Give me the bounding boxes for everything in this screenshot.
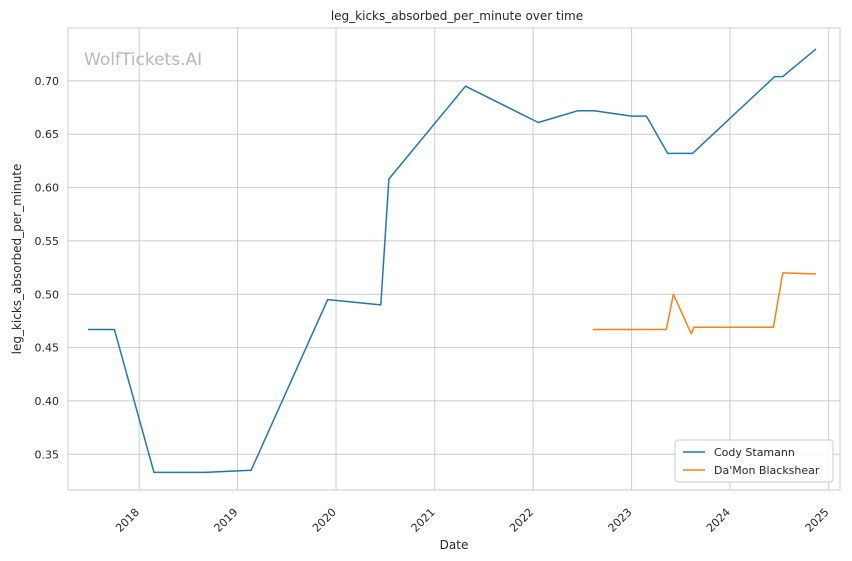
legend-box [674, 439, 834, 483]
x-tick-label: 2019 [212, 506, 241, 535]
y-tick-label: 0.45 [35, 342, 60, 355]
grid-lines [68, 28, 840, 490]
series-line-0 [88, 48, 817, 474]
y-tick-labels: 0.35 0.40 0.45 0.50 0.55 0.60 0.65 0.70 [35, 75, 60, 461]
x-tick-label: 2022 [507, 506, 536, 535]
x-axis-title: Date [440, 538, 469, 552]
watermark: WolfTickets.AI [84, 50, 202, 70]
series-line-1 [592, 272, 817, 335]
y-tick-label: 0.40 [35, 395, 60, 408]
x-tick-labels: 2018 2019 2020 2021 2022 2023 2024 2025 [113, 506, 831, 535]
y-axis-title: leg_kicks_absorbed_per_minute [10, 164, 24, 355]
y-tick-label: 0.55 [35, 235, 60, 248]
x-tick-label: 2018 [113, 506, 142, 535]
plot-frame [67, 27, 841, 491]
y-tick-label: 0.60 [35, 182, 60, 195]
x-tick-label: 2020 [310, 506, 339, 535]
x-tick-label: 2021 [409, 506, 438, 535]
y-tick-label: 0.70 [35, 75, 60, 88]
legend: Cody Stamann Da'Mon Blackshear [674, 439, 834, 483]
chart-title: leg_kicks_absorbed_per_minute over time [331, 9, 583, 23]
x-tick-label: 2024 [704, 506, 733, 535]
y-tick-label: 0.50 [35, 288, 60, 301]
x-tick-label: 2023 [606, 506, 635, 535]
legend-label: Da'Mon Blackshear [714, 464, 820, 477]
legend-label: Cody Stamann [714, 446, 795, 459]
x-tick-label: 2025 [803, 506, 832, 535]
series-lines [88, 48, 817, 474]
y-tick-label: 0.35 [35, 448, 60, 461]
y-tick-label: 0.65 [35, 128, 60, 141]
